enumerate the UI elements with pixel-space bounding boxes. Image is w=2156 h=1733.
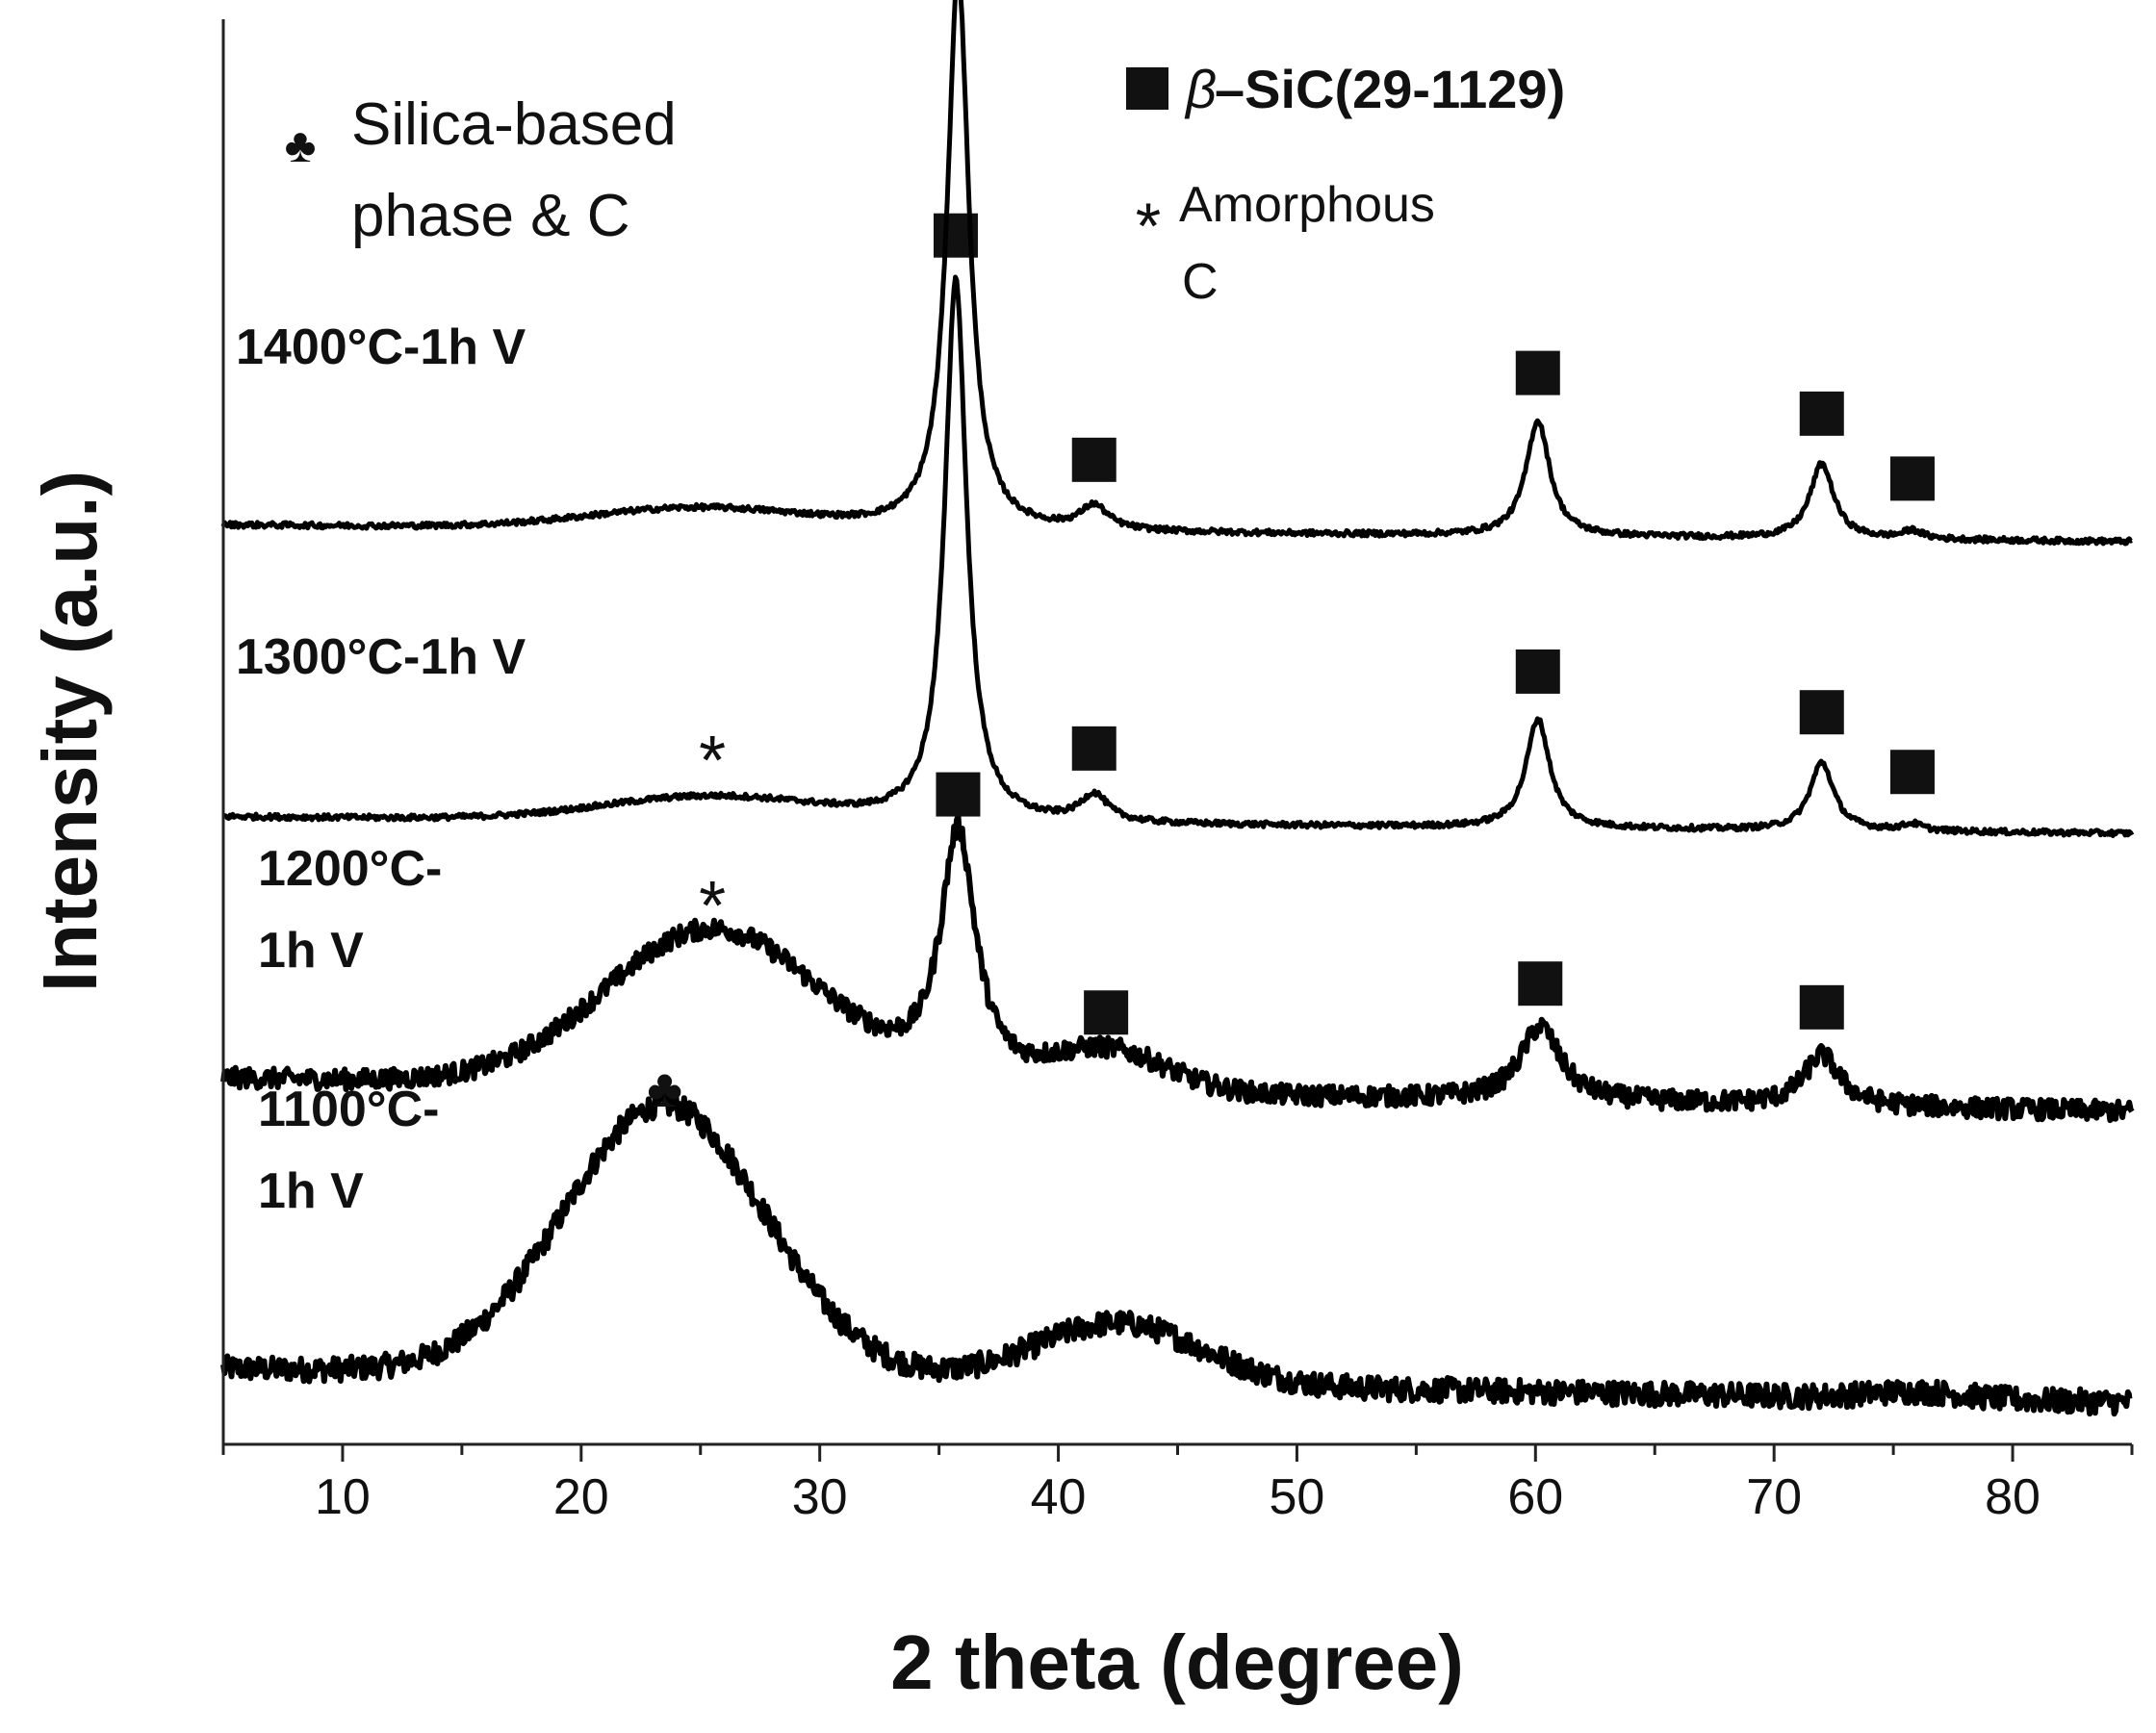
sic-peak-marker-icon xyxy=(936,772,981,817)
x-tick-label: 10 xyxy=(315,1469,371,1525)
sic-peak-marker-icon xyxy=(1518,961,1563,1007)
sic-peak-marker-icon xyxy=(1799,690,1844,735)
legend-club-icon: ♣ xyxy=(285,118,317,172)
plot-area: ♣ * * xyxy=(220,0,2135,1417)
legend-silica-line2: phase & C xyxy=(351,183,630,249)
x-tick-label: 80 xyxy=(1985,1469,2040,1525)
sic-peak-marker-icon xyxy=(1515,649,1560,694)
sic-peak-marker-icon xyxy=(1889,750,1935,795)
amorphous-peak-marker-icon: * xyxy=(699,723,726,800)
sic-peak-marker-icon xyxy=(1889,456,1935,501)
x-tick-label: 40 xyxy=(1031,1469,1087,1525)
y-axis-title: Intensity (a.u.) xyxy=(27,471,113,992)
legend-asterisk-icon: * xyxy=(1136,190,1161,263)
x-tick-label: 20 xyxy=(553,1469,609,1525)
series-label-1200-line2: 1h V xyxy=(258,923,364,979)
series-label-1100-line2: 1h V xyxy=(258,1163,364,1219)
silica-peak-marker-icon: ♣ xyxy=(647,1058,682,1118)
amorphous-peak-marker-icon: * xyxy=(699,868,726,945)
x-ticks: 10 20 30 40 50 60 70 80 xyxy=(221,1444,2134,1525)
sic-peak-marker-icon xyxy=(1071,726,1116,771)
series-line-2 xyxy=(221,274,2135,838)
legend-silica-line1: Silica-based xyxy=(351,91,677,158)
series-label-1300: 1300°C-1h V xyxy=(236,629,526,685)
sic-peak-marker-icon xyxy=(1084,990,1129,1035)
series-label-1100-line1: 1100°C- xyxy=(258,1082,439,1137)
x-tick-label: 30 xyxy=(792,1469,848,1525)
series-label-1400: 1400°C-1h V xyxy=(236,319,526,375)
legend-amorphous-line2: C xyxy=(1182,254,1219,310)
sic-peak-marker-icon xyxy=(1515,350,1560,395)
x-axis-title: 2 theta (degree) xyxy=(890,1619,1464,1705)
axes: 10 20 30 40 50 60 70 80 xyxy=(221,19,2134,1525)
sic-peak-marker-icon xyxy=(1799,391,1844,436)
sic-peak-marker-icon xyxy=(1799,984,1844,1030)
series-line-3 xyxy=(220,0,2134,547)
legend: β –SiC(29-1129) ♣ Silica-based phase & C… xyxy=(285,59,1566,310)
sic-peak-marker-icon xyxy=(1071,437,1116,482)
legend-sic-greek: β xyxy=(1184,59,1217,119)
legend-sic-square-icon xyxy=(1126,67,1168,110)
x-tick-label: 70 xyxy=(1746,1469,1802,1525)
legend-sic-label: –SiC(29-1129) xyxy=(1215,59,1565,119)
x-tick-label: 50 xyxy=(1270,1469,1325,1525)
x-tick-label: 60 xyxy=(1507,1469,1563,1525)
legend-amorphous-line1: Amorphous xyxy=(1179,177,1435,233)
series-line-0 xyxy=(220,1089,2134,1417)
series-labels: 1400°C-1h V 1300°C-1h V 1200°C- 1h V 110… xyxy=(236,319,526,1219)
series-line-1 xyxy=(220,813,2135,1124)
series-label-1200-line1: 1200°C- xyxy=(258,841,442,897)
